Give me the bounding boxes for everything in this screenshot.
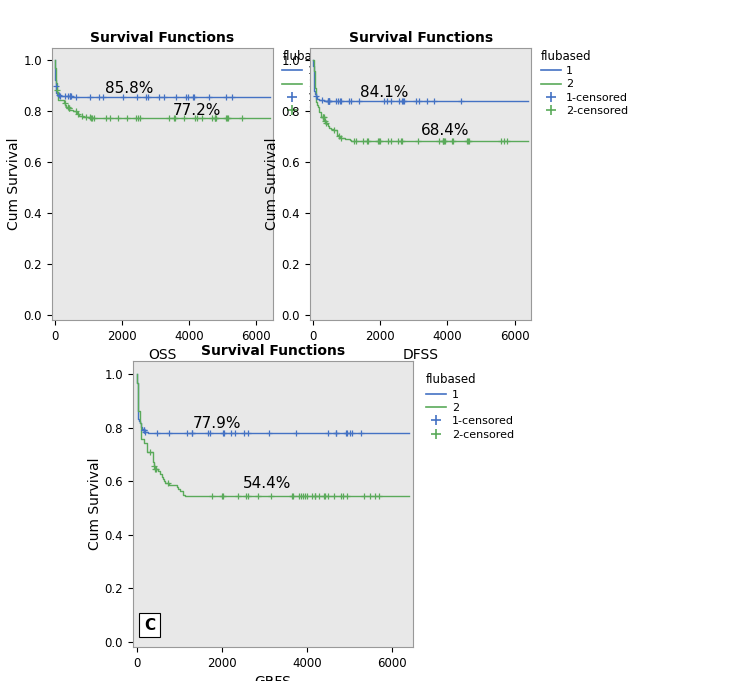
Text: 84.1%: 84.1% xyxy=(360,85,409,100)
Title: Survival Functions: Survival Functions xyxy=(201,345,345,358)
Y-axis label: Cum Survival: Cum Survival xyxy=(7,138,21,230)
Text: 77.2%: 77.2% xyxy=(173,103,221,118)
Text: 54.4%: 54.4% xyxy=(244,476,292,491)
Title: Survival Functions: Survival Functions xyxy=(90,31,235,45)
Legend: 1, 2, 1-censored, 2-censored: 1, 2, 1-censored, 2-censored xyxy=(283,50,370,116)
X-axis label: DFSS: DFSS xyxy=(403,349,438,362)
Text: 85.8%: 85.8% xyxy=(106,82,154,97)
Legend: 1, 2, 1-censored, 2-censored: 1, 2, 1-censored, 2-censored xyxy=(427,373,514,440)
Legend: 1, 2, 1-censored, 2-censored: 1, 2, 1-censored, 2-censored xyxy=(541,50,628,116)
Y-axis label: Cum Survival: Cum Survival xyxy=(265,138,279,230)
Text: 77.9%: 77.9% xyxy=(193,416,241,431)
Text: 68.4%: 68.4% xyxy=(421,123,469,138)
Text: C: C xyxy=(144,618,155,633)
Y-axis label: Cum Survival: Cum Survival xyxy=(88,458,102,550)
X-axis label: OSS: OSS xyxy=(148,349,176,362)
X-axis label: GRFS: GRFS xyxy=(255,676,292,681)
Title: Survival Functions: Survival Functions xyxy=(348,31,493,45)
